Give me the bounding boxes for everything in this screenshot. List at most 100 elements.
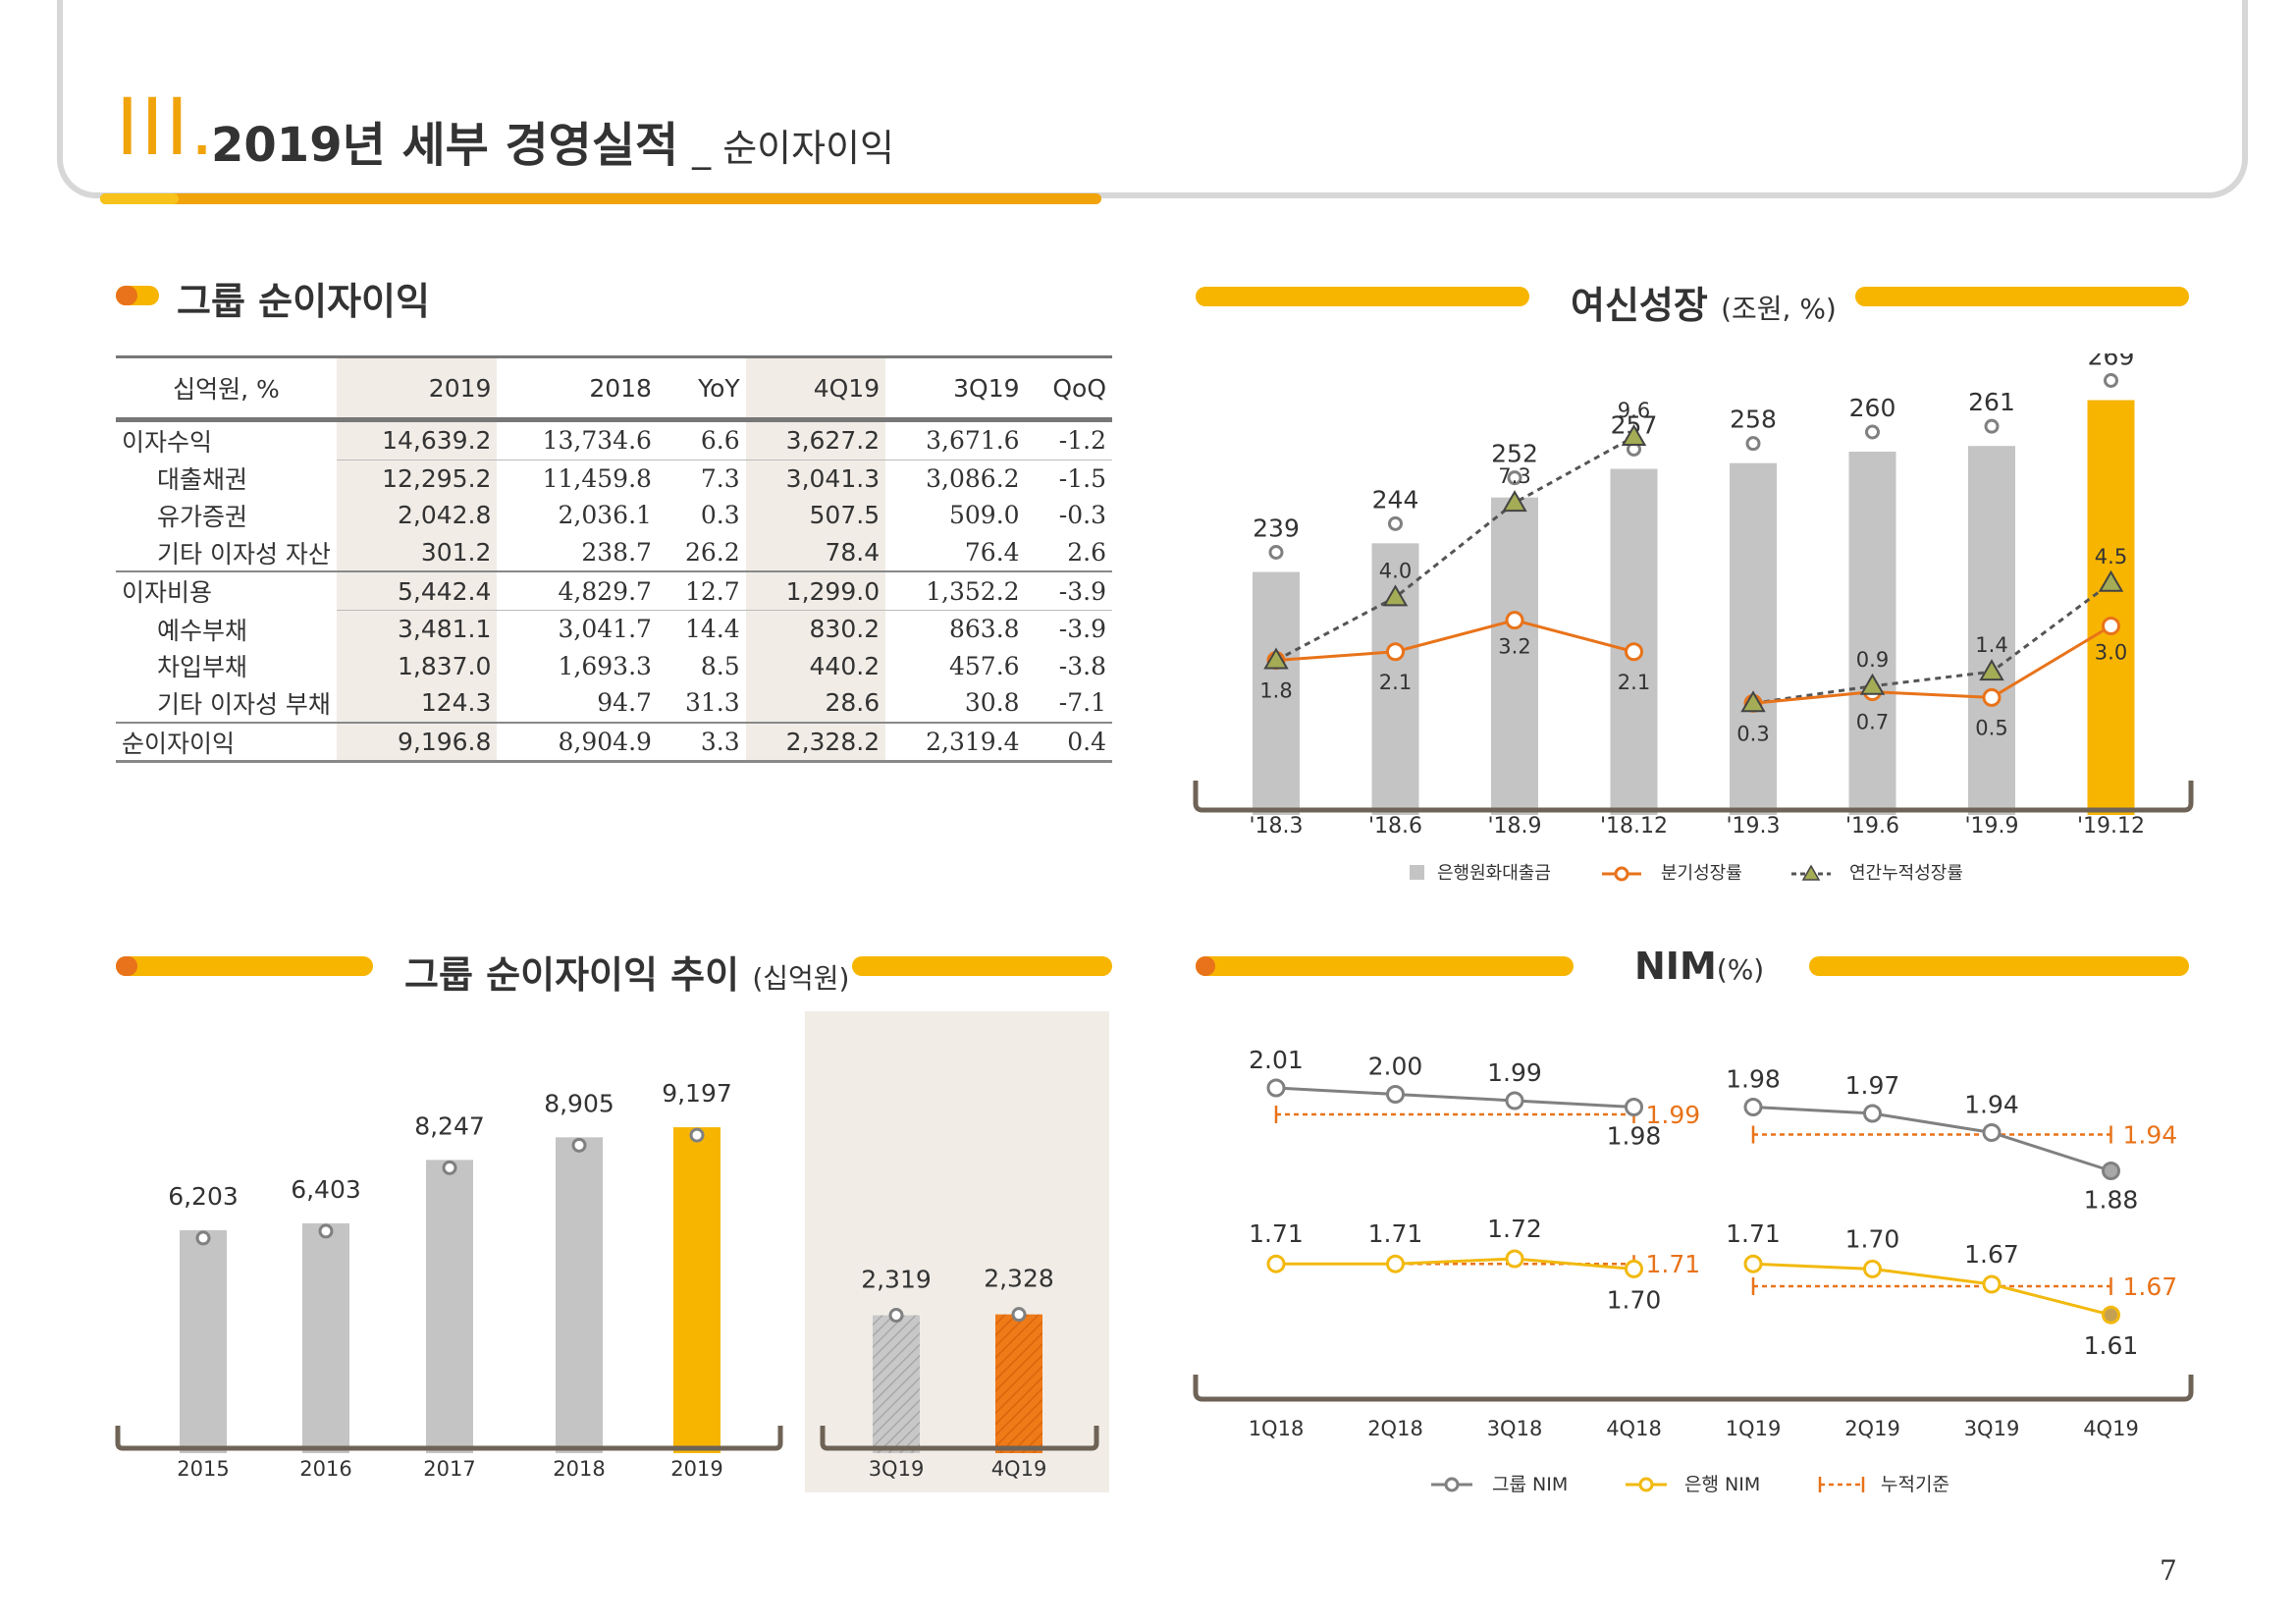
bank-nim-line (1276, 1257, 1634, 1271)
bar-value-label: 8,905 (544, 1089, 614, 1117)
group-nim-point (1743, 1098, 1763, 1116)
table-cell: 94.7 (597, 688, 652, 718)
table-cell: 3,481.1 (336, 609, 498, 648)
bank-nim-point (1863, 1259, 1882, 1278)
table-row: 순이자이익 9,196.8 8,904.9 3.3 2,328.2 2,319.4 0.4 (116, 721, 1112, 764)
group-nim-label: 2.01 (1249, 1046, 1304, 1074)
table-row: 기타 이자성 자산 301.2 238.7 26.2 78.4 76.4 2.6 (116, 533, 1112, 572)
bank-nim-label: 1.71 (1249, 1219, 1304, 1248)
x-tick-label: '18.12 (1600, 814, 1668, 839)
x-tick-label: 3Q19 (869, 1457, 925, 1481)
table-cell: 301.2 (336, 533, 498, 572)
legend-label: 은행 NIM (1684, 1474, 1760, 1495)
table-cell: 0.3 (700, 501, 740, 530)
table-row: 차입부채 1,837.0 1,693.3 8.5 440.2 457.6 -3.8 (116, 647, 1112, 685)
bar-loan-4 (1730, 462, 1777, 815)
table-cell: 7.3 (657, 459, 746, 498)
bar-value-label: 252 (1491, 440, 1538, 468)
bank-nim-label: 1.72 (1487, 1215, 1542, 1243)
table-cell: 8.5 (700, 651, 740, 680)
bar-value-label: 9,197 (662, 1079, 732, 1108)
bar-value-label: 244 (1372, 485, 1419, 514)
bar-nii-2016 (302, 1222, 349, 1453)
x-tick-label: 4Q19 (991, 1457, 1047, 1481)
table-cell: 2.6 (1067, 538, 1106, 568)
page-number: 7 (2160, 1554, 2177, 1587)
table-cell: 509.0 (948, 501, 1020, 530)
section-bar-left (1196, 287, 1529, 306)
nii-trend-unit: (십억원) (752, 962, 850, 995)
quarterly-growth-label: 0.3 (1736, 722, 1769, 745)
table-cell: 830.2 (745, 609, 886, 648)
table-header-cell: 2019 (336, 355, 498, 422)
bank-nim-point (1982, 1274, 2002, 1294)
x-tick-label: 2018 (553, 1457, 605, 1481)
bar-loan-6 (1968, 446, 2015, 815)
loan-growth-title: 여신성장 (조원, %) (1571, 275, 1837, 329)
point-quarterly (1505, 611, 1524, 630)
table-cell: 124.3 (336, 684, 498, 723)
table-header-cell: 3Q19 (885, 355, 1026, 422)
table-header-cell: 2018 (497, 355, 658, 422)
table-cell: 76.4 (964, 538, 1020, 568)
group-nim-point (1266, 1078, 1286, 1098)
table-cell: 78.4 (745, 533, 886, 572)
section-bar-accent (116, 956, 137, 976)
bank-nim-line (1752, 1262, 2111, 1317)
table-header-cell: 십억원, % (116, 355, 337, 422)
table-cell: 14,639.2 (336, 418, 498, 460)
cumulative-growth-label: 7.3 (1498, 464, 1530, 488)
table-cell: 3,627.2 (745, 418, 886, 460)
bank-nim-label: 1.71 (1368, 1219, 1423, 1248)
line-cumulative-2018 (1275, 435, 1635, 662)
bar-marker (2104, 373, 2118, 388)
x-tick-label: 1Q18 (1249, 1417, 1305, 1440)
point-quarterly (1386, 642, 1405, 662)
quarterly-growth-label: 3.0 (2095, 641, 2127, 665)
legend-label: 연간누적성장률 (1849, 863, 1963, 884)
point-cumulative (1859, 673, 1886, 695)
legend-label: 분기성장률 (1661, 863, 1742, 884)
row-label: 대출채권 (157, 465, 248, 495)
table-cell: 5,442.4 (336, 570, 498, 611)
group-nim-label: 1.99 (1487, 1058, 1542, 1087)
nim-title: NIM(%) (1634, 945, 1764, 988)
group-nim-label: 2.00 (1368, 1053, 1423, 1081)
group-nim-point (2102, 1162, 2120, 1180)
quarterly-growth-label: 1.8 (1259, 679, 1292, 703)
table-cell: 457.6 (948, 651, 1020, 680)
bar-marker (442, 1160, 457, 1175)
section-bar-right (1855, 287, 2189, 306)
table-cell: 13,734.6 (497, 418, 658, 460)
bar-nii-4Q19 (995, 1314, 1042, 1453)
nii-trend-title-text: 그룹 순이자이익 추이 (404, 953, 740, 997)
nim-unit: (%) (1716, 953, 1765, 986)
row-label: 예수부채 (157, 616, 248, 645)
table-cell: 1,352.2 (885, 570, 1026, 611)
bar-nii-2019 (673, 1127, 721, 1453)
header-frame (57, 0, 2248, 198)
bar-loan-7 (2087, 400, 2135, 815)
section-marker-icon (116, 286, 159, 305)
table-cell: 31.3 (684, 688, 740, 718)
x-axis (1193, 781, 2194, 813)
quarterly-growth-label: 3.2 (1498, 635, 1530, 659)
section-bar-left (1196, 956, 1574, 976)
group-nim-label: 1.88 (2084, 1186, 2139, 1215)
point-quarterly (1982, 687, 2002, 707)
point-cumulative (1502, 490, 1527, 513)
x-tick-label: 4Q19 (2083, 1417, 2139, 1440)
table-cell: 0.4 (1025, 721, 1112, 764)
bar-marker (1745, 436, 1761, 452)
line-quarterly-2018 (1275, 619, 1634, 662)
table-cell: -1.2 (1025, 418, 1112, 460)
nim-title-text: NIM (1634, 945, 1717, 988)
point-cumulative (1263, 647, 1289, 670)
table-cell: 26.2 (684, 538, 740, 568)
table-cell: 507.5 (745, 497, 886, 534)
legend-marker-icon (1638, 1477, 1654, 1492)
line-cumulative-2019 (1752, 581, 2112, 705)
point-cumulative (1621, 424, 1647, 446)
table-cell: 28.6 (745, 684, 886, 723)
table-cell: 3.3 (657, 721, 746, 764)
